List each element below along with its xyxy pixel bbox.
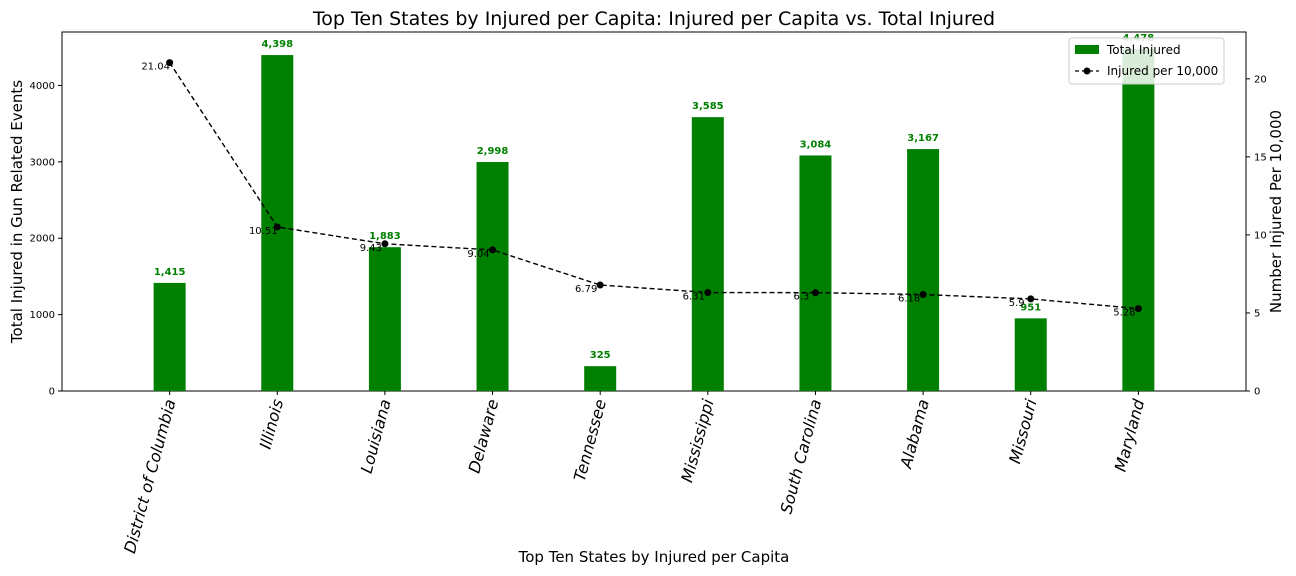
line-point — [489, 246, 497, 254]
bar — [584, 366, 617, 391]
line-point-label: 6.79 — [575, 284, 597, 295]
bar — [261, 55, 294, 392]
bar — [368, 247, 401, 391]
line-point — [166, 59, 174, 67]
line-point-label: 6.18 — [898, 294, 920, 305]
line-point-label: 10.51 — [249, 226, 278, 237]
line-point — [1134, 305, 1142, 313]
line-point-label: 5.28 — [1113, 308, 1135, 319]
bar-value-label: 3,167 — [907, 133, 939, 144]
series-line — [169, 62, 1139, 310]
bar-value-label: 951 — [1020, 302, 1041, 313]
right-y-tick-label: 0 — [1254, 387, 1260, 398]
x-tick-label: Illinois — [256, 397, 287, 451]
bar — [691, 117, 724, 391]
right-y-tick-label: 15 — [1254, 152, 1267, 163]
plot-frame — [61, 31, 1247, 392]
x-tick-label: South Carolina — [776, 397, 825, 516]
line-point — [919, 291, 927, 299]
line-point — [704, 289, 712, 297]
line-point — [381, 240, 389, 248]
bar-value-label: 325 — [590, 350, 611, 361]
line-point-label: 9.04 — [467, 249, 489, 260]
legend-label-injured-per-10000: Injured per 10,000 — [1107, 64, 1218, 78]
line-point — [273, 223, 281, 231]
line-point-label: 6.31 — [683, 292, 705, 303]
left-y-tick-label: 1000 — [30, 310, 55, 321]
line-point — [1027, 295, 1035, 303]
bar-value-label: 2,998 — [477, 146, 509, 157]
x-tick-label: Louisiana — [357, 397, 395, 475]
x-tick-label: Mississippi — [677, 397, 718, 485]
left-y-axis-title: Total Injured in Gun Related Events — [8, 80, 26, 344]
bar — [799, 155, 832, 391]
bar — [1122, 48, 1155, 391]
line-point-label: 9.43 — [360, 243, 382, 254]
right-y-tick-label: 10 — [1254, 230, 1267, 241]
left-y-tick-label: 2000 — [30, 234, 55, 245]
x-tick-label: Maryland — [1111, 396, 1149, 473]
line-point-label: 21.04 — [141, 62, 170, 73]
legend-box — [1068, 37, 1225, 85]
right-y-tick-label: 20 — [1254, 74, 1267, 85]
legend-label-total-injured: Total Injured — [1106, 43, 1181, 57]
left-y-tick-label: 3000 — [30, 157, 55, 168]
right-y-axis-title: Number Injured Per 10,000 — [1267, 110, 1285, 313]
legend: Total Injured Injured per 10,000 — [1068, 37, 1225, 85]
legend-bar-swatch — [1075, 45, 1099, 54]
bar — [1014, 318, 1047, 391]
line-point-label: 5.9 — [1009, 298, 1025, 309]
bar-value-label: 3,084 — [800, 139, 832, 150]
x-tick-label: Missouri — [1005, 397, 1041, 466]
x-tick-label: District of Columbia — [120, 397, 179, 555]
bar — [476, 162, 509, 391]
line-point — [596, 281, 604, 289]
legend-line-marker — [1083, 67, 1091, 75]
x-axis-title: Top Ten States by Injured per Capita — [518, 548, 790, 566]
bar-value-label: 1,415 — [154, 267, 186, 278]
bar-value-label: 3,585 — [692, 101, 724, 112]
chart-title: Top Ten States by Injured per Capita: In… — [312, 8, 995, 30]
left-y-tick-label: 4000 — [30, 81, 55, 92]
bar-value-label: 1,883 — [369, 231, 401, 242]
x-tick-label: Delaware — [464, 397, 502, 475]
x-tick-label: Alabama — [896, 397, 933, 471]
left-y-tick-label: 0 — [49, 387, 55, 398]
line-point — [811, 289, 819, 297]
bar — [907, 149, 940, 391]
right-y-tick-label: 5 — [1254, 308, 1260, 319]
plot-area: 0 1000 2000 3000 4000 0 5 10 15 20 1,415 4,398 1,883… — [30, 31, 1267, 555]
x-tick-label: Tennessee — [570, 397, 610, 483]
bar-value-label: 4,398 — [261, 39, 293, 50]
bar — [153, 282, 186, 391]
line-point-label: 6.3 — [794, 292, 810, 303]
